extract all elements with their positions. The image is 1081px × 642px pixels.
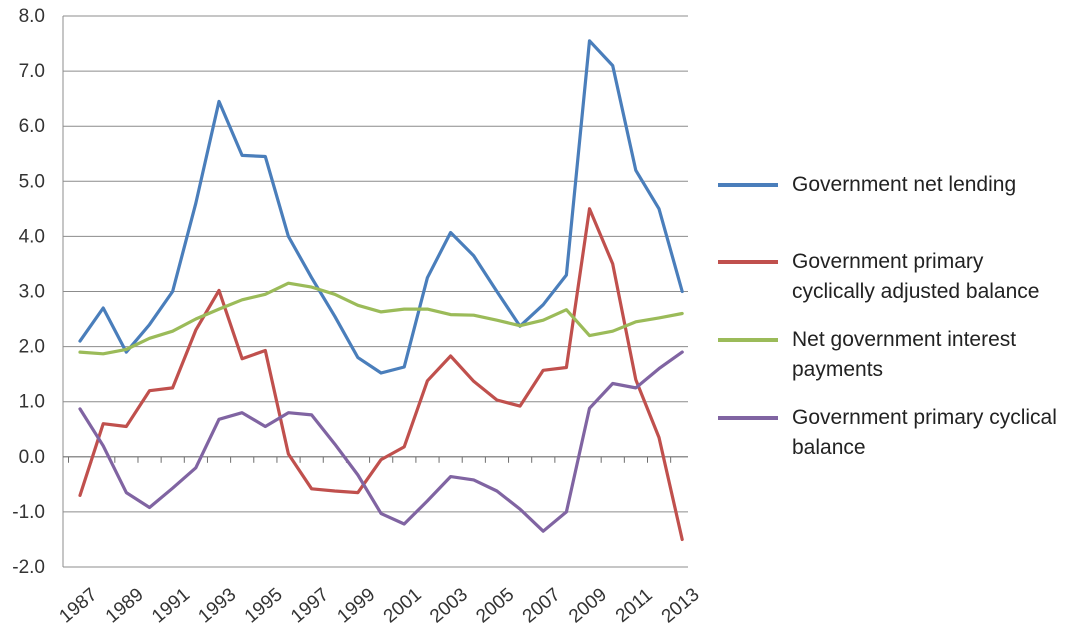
x-tick-label: 1997: [287, 584, 333, 627]
x-tick-label: 1991: [148, 584, 194, 627]
series-line-3: [78, 350, 684, 533]
axes: [62, 16, 688, 567]
series-lines: [78, 39, 684, 542]
x-tick-label: 1989: [102, 584, 148, 627]
series-line-2: [78, 281, 684, 356]
y-tick-label: 6.0: [19, 116, 45, 137]
x-tick-label: 2001: [380, 584, 426, 627]
legend-label-cyclical-balance: Government primary cyclical balance: [792, 406, 1057, 459]
gridlines: [63, 15, 688, 568]
y-tick-label: -2.0: [12, 557, 45, 578]
x-tick-label: 2007: [519, 584, 565, 627]
legend-label-interest-payments: Net government interest payments: [792, 328, 1017, 381]
legend-swatch-cyclically-adjusted: [718, 260, 778, 264]
legend-item-cyclically-adjusted: Government primary cyclically adjusted b…: [718, 247, 1078, 307]
y-tick-label: 7.0: [19, 61, 45, 82]
y-tick-label: -1.0: [12, 502, 45, 523]
y-tick-labels: -2.0 -1.0 0.0 1.0 2.0 3.0 4.0 5.0 6.0 7.0 8.0: [12, 6, 45, 578]
legend: Government net lending Government primar…: [718, 170, 1078, 463]
x-tick-label: 2013: [658, 584, 704, 627]
x-tick-label: 2003: [426, 584, 472, 627]
x-tick-label: 2009: [565, 584, 611, 627]
x-tick-label: 1999: [333, 584, 379, 627]
legend-label-net-lending: Government net lending: [792, 173, 1017, 196]
legend-swatch-interest-payments: [718, 338, 778, 342]
x-tick-label: 1993: [194, 584, 240, 627]
x-tick-label: 1995: [241, 584, 287, 627]
legend-item-net-lending: Government net lending: [718, 170, 1078, 200]
y-tick-label: 8.0: [19, 6, 45, 27]
y-tick-label: 4.0: [19, 226, 45, 247]
x-tick-label: 2011: [612, 585, 657, 627]
x-tick-labels: 1987 1989 1991 1993 1995 1997 1999 2001 2003 2005…: [56, 584, 704, 627]
y-tick-label: 0.0: [19, 447, 45, 468]
y-tick-label: 3.0: [19, 282, 45, 303]
legend-label-cyclically-adjusted: Government primary cyclically adjusted b…: [792, 250, 1040, 303]
y-tick-label: 2.0: [19, 337, 45, 358]
series-line-1: [78, 207, 684, 542]
legend-item-interest-payments: Net government interest payments: [718, 325, 1078, 385]
x-tick-label: 2005: [472, 584, 518, 627]
legend-item-cyclical-balance: Government primary cyclical balance: [718, 403, 1078, 463]
legend-swatch-cyclical-balance: [718, 416, 778, 420]
x-tick-label: 1987: [56, 584, 102, 627]
y-tick-label: 5.0: [19, 171, 45, 192]
series-line-0: [78, 39, 684, 375]
y-tick-label: 1.0: [19, 392, 45, 413]
legend-swatch-net-lending: [718, 183, 778, 187]
